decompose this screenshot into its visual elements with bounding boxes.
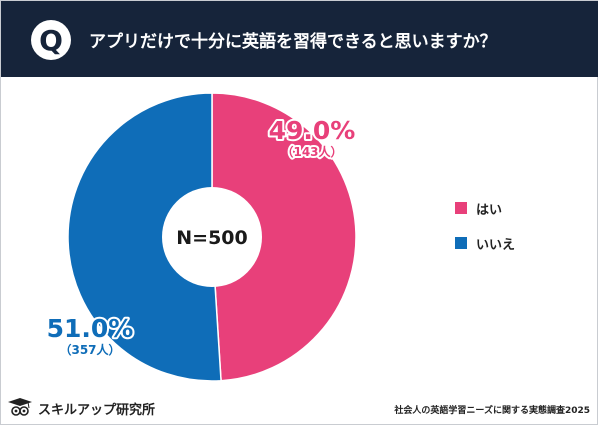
legend-swatch-no: [455, 237, 467, 249]
data-label-count-no: （357人）: [59, 342, 120, 357]
data-label-count-yes: （143人）: [281, 144, 342, 159]
owl-graduate-icon: [8, 398, 32, 416]
brand-logo: スキルアップ研究所: [8, 398, 155, 418]
pie-slice-yes: [211, 92, 357, 382]
center-sample-label: N=500: [176, 227, 247, 249]
donut-chart: N=500 49.0%（143人） 51.0%（357人）: [45, 92, 357, 382]
data-label-percent-yes: 49.0%: [269, 116, 356, 145]
question-title: アプリだけで十分に英語を習得できると思いますか？: [89, 32, 497, 52]
chart-legend: はい いいえ: [455, 199, 515, 269]
legend-item-yes: はい: [455, 199, 515, 218]
legend-swatch-yes: [455, 202, 467, 214]
brand-name: スキルアップ研究所: [38, 402, 156, 418]
donut-hole: [162, 187, 262, 287]
legend-label-yes: はい: [476, 202, 503, 218]
legend-label-no: いいえ: [476, 237, 516, 253]
question-header: Q アプリだけで十分に英語を習得できると思いますか？: [1, 1, 598, 77]
pie-slice-no: [67, 92, 222, 382]
survey-source: 社会人の英語学習ニーズに関する実態調査2025: [394, 406, 590, 416]
legend-item-no: いいえ: [455, 234, 516, 253]
data-label-percent-no: 51.0%: [47, 314, 134, 343]
q-badge-icon: Q: [31, 20, 71, 60]
